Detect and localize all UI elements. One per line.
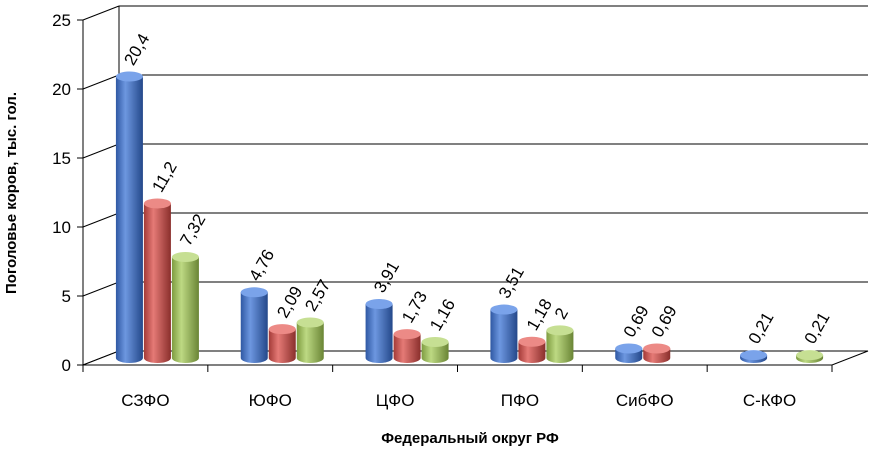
bar-body [518,341,546,363]
y-tick-label: 20 [52,80,71,99]
x-tick-label: ПФО [501,391,539,410]
data-label: 1,16 [426,296,459,334]
bar [796,350,824,363]
x-tick-label: ЮФО [249,391,292,410]
bar [518,336,546,363]
y-tick-label: 15 [52,149,71,168]
gridline-slant [82,74,120,90]
bar [740,350,768,363]
bar [171,251,199,363]
x-axis-title: Федеральный округ РФ [381,430,559,447]
bar-top [171,251,199,262]
bar-body [421,341,449,363]
bar-body [143,203,171,363]
bar-body [115,76,143,363]
bar [143,198,171,363]
x-tick-label: ЦФО [376,391,415,410]
bar [365,299,393,363]
gridline-slant [82,5,120,21]
bar-top [115,71,143,82]
gridline-slant [82,212,120,228]
x-tick-label: С-КФО [743,391,796,410]
bar [115,71,143,363]
bar-top [546,325,574,336]
data-label: 4,76 [245,246,278,284]
bar-body [393,334,421,363]
bar-body [490,309,518,364]
bar-top [796,350,824,361]
bar-body [546,330,574,363]
bar-body [240,292,268,363]
bar-top [143,198,171,209]
bar [393,329,421,363]
bar-top [393,329,421,340]
grid-layer [82,5,868,366]
bar-body [296,322,324,363]
x-tick-label: СЗФО [121,391,169,410]
y-tick-label: 5 [62,287,71,306]
data-label: 20,4 [120,30,153,68]
y-axis-title: Поголовье коров, тыс. гол. [3,92,20,294]
data-label: 0,21 [745,309,778,347]
y-tick-label: 25 [52,11,71,30]
gridline-slant [82,281,120,297]
bar-body [365,304,393,363]
data-label: 3,91 [370,258,403,296]
bar [421,336,449,363]
bar-top [296,317,324,328]
bar [240,287,268,363]
data-label: 2,09 [273,283,306,321]
bars-layer [115,71,824,364]
y-tick-label: 10 [52,218,71,237]
data-label: 0,21 [801,309,834,347]
bar-top [268,324,296,335]
bar [546,325,574,363]
data-label: 0,69 [620,302,653,340]
data-label: 2 [551,305,572,323]
data-label: 11,2 [148,158,180,195]
data-label: 0,69 [648,302,681,340]
bar [615,343,643,363]
bar-body [268,329,296,363]
bar [268,324,296,363]
labels-layer: 20,411,27,324,762,092,57 3,911,731,163,51… [120,30,833,347]
x-tick-label: СибФО [616,391,674,410]
gridline-slant [82,143,120,159]
bar-top [240,287,268,298]
bar-top [518,336,546,347]
data-label: 7,32 [176,211,209,249]
bar-top [421,336,449,347]
data-label: 1,73 [398,288,431,326]
bar-body [171,256,199,363]
bar-top [365,299,393,310]
bar [490,304,518,364]
bar-top [615,343,643,354]
y-tick-label: 0 [62,356,71,375]
bar [296,317,324,363]
bar-top [643,343,671,354]
bar-top [740,350,768,361]
bar [643,343,671,363]
bar-top [490,304,518,315]
